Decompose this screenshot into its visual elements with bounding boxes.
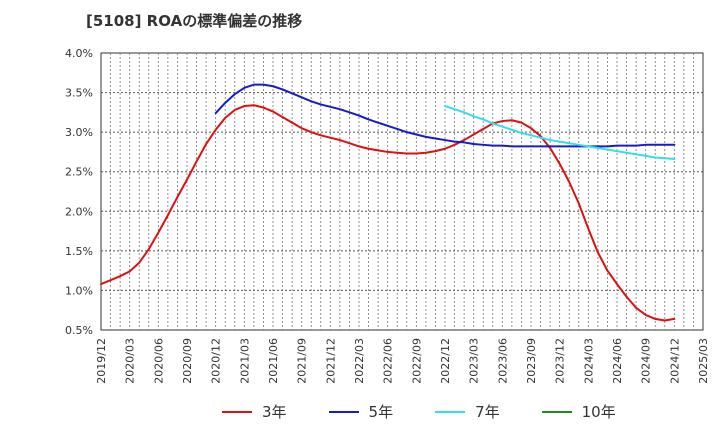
x-tick-label: 2024/06 [611, 338, 624, 384]
plot-area [100, 52, 704, 331]
x-tick-label: 2020/12 [210, 338, 223, 384]
x-tick-label: 2024/12 [668, 338, 681, 384]
x-tick-label: 2021/09 [296, 338, 309, 384]
y-tick-label: 4.0% [65, 47, 93, 60]
legend-item-3: 7年 [435, 401, 500, 422]
series-line-1 [100, 104, 676, 322]
x-tick-label: 2024/03 [582, 338, 595, 384]
x-tick-label: 2020/03 [124, 338, 137, 384]
x-tick-label: 2022/06 [382, 338, 395, 384]
x-tick-label: 2019/12 [95, 338, 108, 384]
legend-swatch [541, 410, 572, 413]
x-tick-label: 2024/09 [640, 338, 653, 384]
chart-legend: 3年 5年 7年 10年 [222, 401, 658, 422]
legend-label: 7年 [475, 403, 500, 421]
y-tick-label: 2.5% [65, 166, 93, 179]
legend-label: 10年 [581, 403, 616, 421]
x-tick-label: 2020/06 [152, 338, 165, 384]
legend-swatch [222, 410, 252, 413]
y-tick-label: 3.0% [65, 126, 93, 139]
y-tick-label: 2.0% [65, 205, 93, 218]
chart-title: [5108] ROAの標準偏差の推移 [86, 12, 303, 30]
y-tick-label: 1.0% [65, 284, 93, 297]
x-tick-label: 2023/12 [554, 338, 567, 384]
x-tick-label: 2021/12 [324, 338, 337, 384]
x-tick-label: 2021/03 [238, 338, 251, 384]
series-line-2 [214, 83, 676, 148]
x-tick-label: 2021/06 [267, 338, 280, 384]
x-tick-label: 2022/03 [353, 338, 366, 384]
y-tick-label: 1.5% [65, 245, 93, 258]
x-tick-label: 2022/12 [439, 338, 452, 384]
x-tick-label: 2020/09 [181, 338, 194, 384]
legend-label: 5年 [368, 403, 394, 421]
x-tick-label: 2023/09 [525, 338, 538, 384]
x-tick-label: 2025/03 [697, 338, 710, 384]
x-tick-label: 2023/03 [468, 338, 481, 384]
y-tick-label: 0.5% [65, 324, 93, 337]
y-tick-label: 3.5% [65, 87, 93, 100]
x-tick-label: 2022/09 [410, 338, 423, 384]
x-tick-label: 2023/06 [496, 338, 509, 384]
legend-swatch [435, 410, 466, 413]
legend-item-2: 5年 [328, 401, 394, 422]
legend-label: 3年 [262, 403, 287, 421]
legend-item-1: 3年 [222, 401, 287, 422]
series-line-3 [444, 105, 676, 161]
legend-swatch [328, 410, 359, 413]
legend-item-4: 10年 [541, 401, 616, 422]
